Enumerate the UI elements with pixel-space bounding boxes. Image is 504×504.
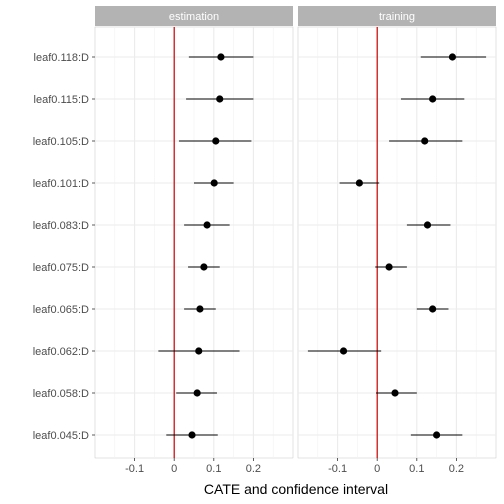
estimate-point: [448, 53, 457, 61]
estimate-point: [188, 431, 196, 439]
panel-training: training -0.1 0 0.1 0.2: [297, 6, 497, 475]
y-tick-label: leaf0.065:D: [33, 304, 89, 316]
x-tick-label: -0.1: [328, 463, 347, 475]
x-tick-label: 0.1: [409, 463, 424, 475]
y-tick-label: leaf0.083:D: [33, 220, 89, 232]
x-tick-label: 0.2: [246, 463, 261, 475]
estimate-point: [210, 179, 218, 187]
estimate-point: [429, 95, 437, 103]
y-tick-label: leaf0.101:D: [33, 178, 89, 190]
estimate-point: [339, 347, 348, 355]
estimate-point: [195, 347, 203, 355]
x-tick-label: -0.1: [125, 463, 144, 475]
estimate-point: [355, 179, 363, 187]
estimate-point: [193, 389, 201, 397]
y-tick-label: leaf0.118:D: [34, 52, 90, 64]
x-tick-label: 0.1: [206, 463, 221, 475]
panel-strip-label: training: [379, 11, 415, 23]
estimate-point: [421, 137, 429, 145]
estimate-point: [423, 221, 432, 229]
y-tick-label: leaf0.115:D: [34, 94, 90, 106]
y-tick-label: leaf0.062:D: [33, 346, 89, 358]
y-axis-labels: leaf0.118:D leaf0.115:D leaf0.105:D leaf0.1…: [33, 52, 95, 442]
estimate-point: [433, 431, 441, 439]
estimate-point: [216, 95, 224, 103]
x-tick-label: 0.2: [449, 463, 464, 475]
panel-strip: [95, 6, 293, 26]
x-tick-label: 0: [171, 463, 177, 475]
estimate-point: [212, 137, 220, 145]
panel-estimation: estimation -0.1 0 0.1 0.2: [94, 6, 294, 475]
y-tick-label: leaf0.105:D: [33, 136, 89, 148]
estimate-point: [429, 305, 437, 313]
estimate-point: [217, 53, 225, 61]
x-tick-label: 0: [374, 463, 380, 475]
panels: estimation -0.1 0 0.1 0.2 training -0.1 0 0.1 0.2: [94, 6, 497, 475]
y-tick-label: leaf0.058:D: [33, 388, 89, 400]
estimate-point: [203, 221, 211, 229]
estimate-point: [385, 263, 393, 271]
y-tick-label: leaf0.045:D: [33, 430, 89, 442]
y-tick-label: leaf0.075:D: [33, 262, 89, 274]
x-axis-title: CATE and confidence interval: [204, 481, 388, 497]
estimate-point: [196, 305, 204, 313]
estimate-point: [391, 389, 399, 397]
estimate-point: [200, 263, 208, 271]
panel-strip: [298, 6, 496, 26]
panel-strip-label: estimation: [169, 11, 219, 23]
